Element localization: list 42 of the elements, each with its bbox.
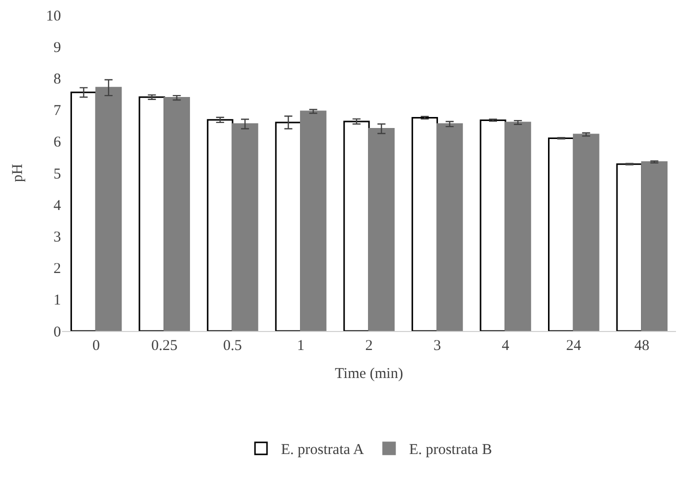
x-tick-label: 3 (433, 338, 441, 354)
bar (300, 110, 326, 331)
bar (641, 161, 668, 331)
y-tick-label: 8 (54, 71, 61, 88)
y-tick-label: 3 (54, 229, 61, 246)
bar (70, 92, 97, 331)
y-tick-label: 9 (54, 40, 61, 56)
y-tick-label: 1 (54, 292, 61, 309)
bar (480, 119, 506, 331)
x-tick-label: 4 (502, 338, 510, 354)
x-tick-label: 2 (365, 338, 373, 354)
bar (616, 163, 643, 331)
legend-label: E. prostrata A (281, 442, 364, 458)
x-tick-label: 0 (92, 338, 100, 354)
x-tick-label: 24 (566, 338, 582, 354)
bar (95, 86, 122, 331)
bar (206, 119, 234, 331)
bar (368, 128, 395, 331)
bar (548, 137, 574, 331)
y-tick-label: 6 (54, 134, 62, 151)
bar (504, 122, 532, 331)
bar (412, 116, 438, 331)
y-tick-label: 4 (54, 198, 62, 214)
x-axis-title: Time (min) (334, 366, 404, 382)
bar (275, 122, 302, 331)
y-tick-label: 10 (46, 8, 61, 24)
bar (164, 97, 190, 331)
y-tick-label: 2 (54, 261, 61, 278)
bar (572, 134, 600, 331)
x-tick-label: 0.5 (223, 338, 242, 354)
x-tick-label: 0.25 (151, 338, 178, 354)
bar (343, 120, 370, 331)
y-axis-title: pH (10, 164, 26, 182)
y-tick-label: 5 (54, 166, 61, 182)
y-tick-label: 0 (54, 324, 61, 340)
y-tick-label: 7 (54, 103, 62, 120)
bar (138, 96, 166, 331)
bar (232, 123, 258, 331)
x-tick-label: 48 (634, 338, 650, 354)
legend-label: E. prostrata B (409, 442, 492, 458)
x-tick-label: 1 (297, 338, 305, 354)
bar (436, 123, 463, 331)
